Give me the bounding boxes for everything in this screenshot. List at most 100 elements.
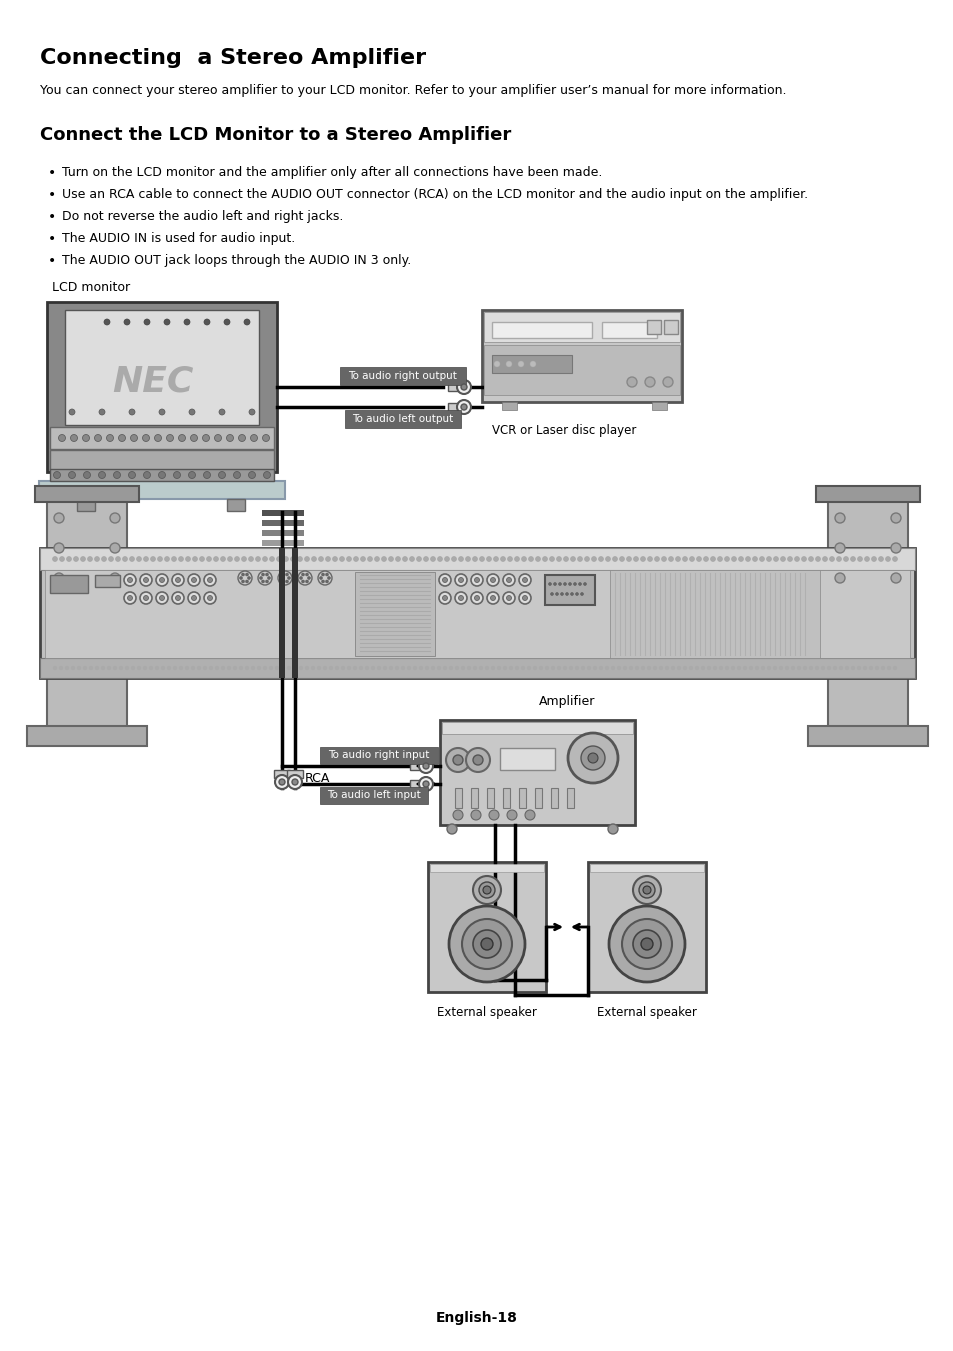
Text: VCR or Laser disc player: VCR or Laser disc player bbox=[492, 424, 636, 436]
Circle shape bbox=[436, 666, 440, 670]
Circle shape bbox=[248, 471, 255, 478]
Circle shape bbox=[626, 557, 631, 562]
Circle shape bbox=[878, 557, 882, 562]
Circle shape bbox=[605, 557, 610, 562]
Circle shape bbox=[622, 666, 626, 670]
Circle shape bbox=[233, 666, 236, 670]
Circle shape bbox=[652, 666, 657, 670]
Circle shape bbox=[175, 596, 180, 600]
Circle shape bbox=[214, 435, 221, 442]
Bar bbox=[609, 570, 820, 658]
Circle shape bbox=[453, 755, 462, 765]
Circle shape bbox=[172, 574, 184, 586]
Circle shape bbox=[358, 666, 363, 670]
Circle shape bbox=[786, 557, 792, 562]
Circle shape bbox=[598, 666, 602, 670]
Circle shape bbox=[688, 666, 692, 670]
Circle shape bbox=[247, 577, 251, 580]
Circle shape bbox=[473, 929, 500, 958]
Circle shape bbox=[521, 557, 526, 562]
Circle shape bbox=[506, 811, 517, 820]
Circle shape bbox=[213, 557, 218, 562]
Text: To audio right output: To audio right output bbox=[348, 372, 456, 381]
Circle shape bbox=[826, 666, 830, 670]
Circle shape bbox=[244, 319, 250, 326]
Circle shape bbox=[517, 361, 523, 367]
Bar bbox=[815, 486, 919, 503]
Circle shape bbox=[192, 577, 196, 582]
Circle shape bbox=[515, 666, 518, 670]
Circle shape bbox=[646, 666, 650, 670]
Bar bbox=[492, 322, 592, 338]
Circle shape bbox=[274, 775, 289, 789]
Circle shape bbox=[287, 666, 291, 670]
Circle shape bbox=[265, 573, 268, 576]
Circle shape bbox=[89, 666, 92, 670]
Circle shape bbox=[884, 557, 889, 562]
Circle shape bbox=[288, 775, 302, 789]
Circle shape bbox=[857, 557, 862, 562]
Circle shape bbox=[376, 666, 380, 670]
Circle shape bbox=[115, 557, 120, 562]
Circle shape bbox=[175, 577, 180, 582]
Circle shape bbox=[395, 557, 400, 562]
Circle shape bbox=[598, 557, 603, 562]
Circle shape bbox=[325, 580, 328, 584]
Bar bbox=[441, 721, 633, 734]
Circle shape bbox=[283, 557, 288, 562]
Bar bbox=[439, 720, 635, 825]
Text: Connecting  a Stereo Amplifier: Connecting a Stereo Amplifier bbox=[40, 49, 426, 68]
Circle shape bbox=[838, 666, 842, 670]
Circle shape bbox=[285, 580, 288, 584]
Circle shape bbox=[297, 557, 302, 562]
Circle shape bbox=[400, 666, 405, 670]
Circle shape bbox=[451, 557, 456, 562]
Circle shape bbox=[660, 557, 666, 562]
Circle shape bbox=[449, 907, 524, 982]
Circle shape bbox=[779, 666, 782, 670]
Bar bbox=[410, 762, 423, 770]
Circle shape bbox=[567, 734, 618, 784]
Bar bbox=[448, 403, 461, 411]
Circle shape bbox=[140, 592, 152, 604]
Circle shape bbox=[834, 573, 844, 584]
Circle shape bbox=[484, 666, 489, 670]
Circle shape bbox=[208, 577, 213, 582]
Circle shape bbox=[526, 666, 531, 670]
Circle shape bbox=[480, 938, 493, 950]
Circle shape bbox=[461, 919, 512, 969]
Circle shape bbox=[193, 557, 197, 562]
Circle shape bbox=[185, 666, 189, 670]
Circle shape bbox=[479, 557, 484, 562]
Circle shape bbox=[710, 557, 715, 562]
Circle shape bbox=[422, 781, 429, 788]
Circle shape bbox=[307, 577, 310, 580]
Circle shape bbox=[94, 435, 101, 442]
Circle shape bbox=[696, 557, 700, 562]
Circle shape bbox=[431, 666, 435, 670]
Circle shape bbox=[251, 435, 257, 442]
Circle shape bbox=[224, 319, 230, 326]
Circle shape bbox=[520, 666, 524, 670]
Circle shape bbox=[69, 471, 75, 478]
Circle shape bbox=[131, 666, 135, 670]
Circle shape bbox=[311, 666, 314, 670]
Text: To audio right input: To audio right input bbox=[328, 750, 429, 761]
Circle shape bbox=[316, 666, 320, 670]
Circle shape bbox=[766, 666, 770, 670]
Circle shape bbox=[586, 666, 590, 670]
Bar bbox=[274, 770, 290, 778]
Circle shape bbox=[418, 777, 433, 790]
Circle shape bbox=[834, 513, 844, 523]
Circle shape bbox=[140, 574, 152, 586]
Circle shape bbox=[188, 574, 200, 586]
Circle shape bbox=[449, 666, 453, 670]
Circle shape bbox=[164, 319, 170, 326]
Text: NEC: NEC bbox=[112, 365, 193, 399]
Circle shape bbox=[353, 666, 356, 670]
Circle shape bbox=[84, 471, 91, 478]
Circle shape bbox=[312, 557, 316, 562]
Circle shape bbox=[54, 513, 64, 523]
Text: The AUDIO OUT jack loops through the AUDIO IN 3 only.: The AUDIO OUT jack loops through the AUD… bbox=[62, 254, 411, 267]
Circle shape bbox=[677, 666, 680, 670]
